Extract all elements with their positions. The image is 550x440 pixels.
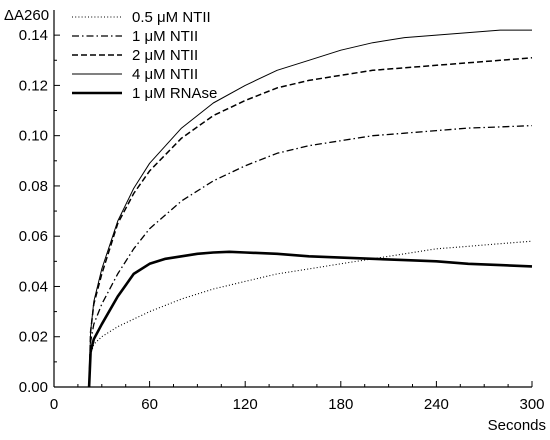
x-tick-label: 180 bbox=[328, 396, 353, 413]
series-line bbox=[88, 57, 533, 388]
y-tick-label: 0.14 bbox=[19, 27, 48, 44]
legend-label: 4 μM NTII bbox=[132, 66, 198, 83]
legend: 0.5 μM NTII 1 μM NTII 2 μM NTII 4 μM NTII 1 … bbox=[72, 9, 217, 102]
legend-label: 0.5 μM NTII bbox=[132, 9, 211, 26]
y-tick-label: 0.12 bbox=[19, 77, 48, 94]
tick-labels: 0.00 0.02 0.04 0.06 0.08 0.10 0.12 0.14 0 60 120 18… bbox=[19, 27, 545, 413]
x-axis-title: Seconds bbox=[488, 417, 546, 434]
series-lines bbox=[87, 29, 533, 388]
x-tick-label: 0 bbox=[50, 396, 58, 413]
series-line bbox=[87, 250, 533, 388]
y-axis-title: ΔA260 bbox=[4, 7, 49, 24]
y-tick-label: 0.04 bbox=[19, 278, 48, 295]
x-tick-label: 300 bbox=[519, 396, 544, 413]
y-tick-label: 0.08 bbox=[19, 178, 48, 195]
y-tick-label: 0.02 bbox=[19, 329, 48, 346]
x-tick-label: 60 bbox=[141, 396, 158, 413]
series-line bbox=[88, 124, 533, 388]
x-tick-label: 240 bbox=[424, 396, 449, 413]
legend-label: 2 μM NTII bbox=[132, 47, 198, 64]
series-line bbox=[88, 240, 533, 388]
tick-marks bbox=[53, 34, 533, 388]
axes bbox=[53, 10, 532, 388]
legend-label: 1 μM NTII bbox=[132, 28, 198, 45]
y-tick-label: 0.00 bbox=[19, 379, 48, 396]
legend-label: 1 μM RNAse bbox=[132, 85, 217, 102]
x-tick-label: 120 bbox=[233, 396, 258, 413]
y-tick-label: 0.10 bbox=[19, 128, 48, 145]
y-tick-label: 0.06 bbox=[19, 228, 48, 245]
series-line bbox=[88, 29, 532, 388]
